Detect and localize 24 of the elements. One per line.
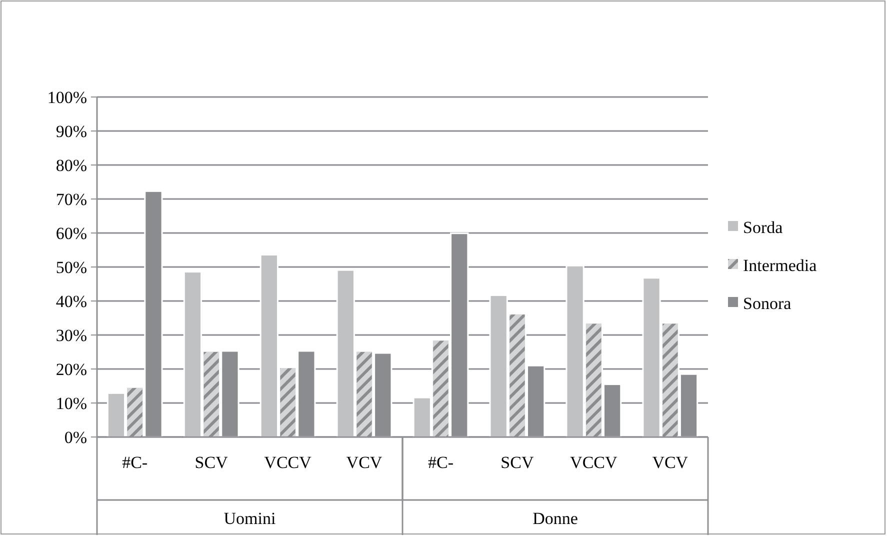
y-tick-label: 80%: [56, 156, 87, 175]
y-tick-label: 90%: [56, 122, 87, 141]
text: Uomini: [224, 509, 276, 528]
y-tick-label: 50%: [56, 258, 87, 277]
y-tick-label: 20%: [56, 360, 87, 379]
x-tick-label: #C-: [122, 453, 148, 472]
x-tick-label: VCV: [652, 453, 689, 472]
text: Donne: [532, 509, 578, 528]
legend-label: Sonora: [743, 294, 792, 313]
x-tick-label: SCV: [500, 453, 534, 472]
y-tick-label: 40%: [56, 292, 87, 311]
x-tick-label: VCV: [346, 453, 383, 472]
legend-label: Sorda: [743, 218, 784, 237]
y-tick-label: 10%: [56, 394, 87, 413]
y-tick-label: 70%: [56, 190, 87, 209]
y-tick-label: 30%: [56, 326, 87, 345]
y-tick-label: 100%: [47, 88, 87, 107]
y-tick-label: 0%: [64, 428, 87, 447]
x-tick-label: VCCV: [570, 453, 618, 472]
y-tick-label: 60%: [56, 224, 87, 243]
x-tick-label: #C-: [428, 453, 454, 472]
x-tick-label: SCV: [194, 453, 229, 472]
legend-label: Intermedia: [743, 256, 818, 275]
x-tick-label: VCCV: [264, 453, 312, 472]
